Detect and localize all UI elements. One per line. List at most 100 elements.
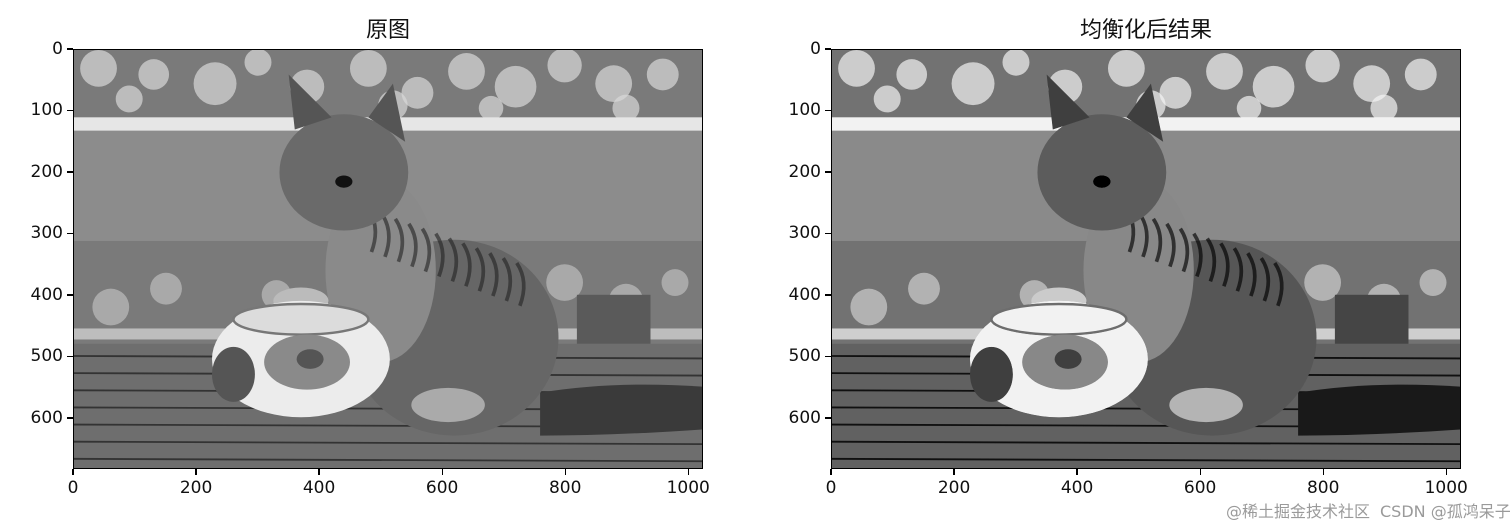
bokeh-highlight <box>349 50 387 87</box>
y-tick-mark <box>825 48 831 50</box>
bokeh-highlight <box>115 85 143 113</box>
panel-title: 原图 <box>365 18 411 43</box>
y-tick-label: 400 <box>30 284 63 305</box>
x-tick-label: 600 <box>1183 478 1217 498</box>
pot-leaf <box>969 346 1013 402</box>
bokeh-highlight <box>92 288 130 326</box>
x-tick-label: 0 <box>67 478 79 498</box>
pot-flower-center <box>296 349 324 369</box>
kitten-image <box>74 50 702 468</box>
bokeh-highlight <box>1353 65 1391 103</box>
bokeh-highlight <box>1419 269 1447 297</box>
panel-title: 均衡化后结果 <box>1079 18 1213 43</box>
fur-stripe <box>1205 237 1217 282</box>
bokeh-highlight <box>138 59 170 90</box>
y-tick-mark <box>825 417 831 419</box>
y-tick-mark <box>825 109 831 112</box>
bokeh-highlight <box>612 94 640 122</box>
bokeh-highlight <box>1206 53 1243 90</box>
y-tick-label: 300 <box>788 223 821 244</box>
y-tick-label: 500 <box>30 346 63 367</box>
y-tick-mark <box>67 232 73 235</box>
fur-stripe <box>1192 232 1203 278</box>
x-tick-label: 200 <box>937 478 971 498</box>
y-tick-mark <box>67 48 73 50</box>
y-tick-label: 200 <box>788 161 821 182</box>
x-tick-mark <box>953 469 955 475</box>
bokeh-highlight <box>478 95 504 121</box>
bokeh-highlight <box>1236 95 1262 121</box>
table-plank-line <box>74 457 702 463</box>
watermark-juejin: @稀土掘金技术社区 <box>1226 502 1371 521</box>
pot-rim <box>232 302 370 336</box>
bokeh-highlight <box>546 264 584 301</box>
kitten-head <box>279 114 409 231</box>
bokeh-highlight <box>1305 50 1340 83</box>
y-tick-mark <box>825 171 831 173</box>
bokeh-highlight <box>850 288 888 326</box>
fur-stripe <box>1151 217 1163 263</box>
x-tick-mark <box>1076 469 1078 475</box>
x-tick-label: 1000 <box>1424 478 1468 498</box>
fur-stripe <box>420 227 432 273</box>
y-tick-label: 200 <box>30 161 63 182</box>
bokeh-highlight <box>401 76 434 109</box>
table-plank-line <box>832 457 1460 463</box>
x-tick-label: 400 <box>302 478 336 498</box>
fur-stripe <box>501 257 513 302</box>
watermark-csdn: CSDN @孤鸿呆子 <box>1380 502 1511 521</box>
x-tick-mark <box>830 469 832 475</box>
tail <box>1298 384 1460 436</box>
table-plank-line <box>74 440 702 446</box>
y-tick-mark <box>825 294 831 296</box>
bokeh-highlight <box>661 269 689 297</box>
fur-stripe <box>393 217 405 263</box>
pot-leaf <box>211 346 255 402</box>
image-axes <box>73 49 703 469</box>
y-tick-mark <box>67 294 73 296</box>
fur-stripe <box>488 252 499 297</box>
fur-stripe <box>434 232 445 278</box>
bokeh-highlight <box>595 65 633 103</box>
fur-stripe <box>447 237 459 282</box>
bokeh-highlight <box>193 62 237 106</box>
x-tick-label: 400 <box>1060 478 1094 498</box>
y-tick-label: 500 <box>788 346 821 367</box>
bokeh-highlight <box>1304 264 1342 301</box>
bokeh-highlight <box>1002 50 1030 76</box>
x-tick-mark <box>441 469 443 475</box>
x-tick-mark <box>1322 469 1324 475</box>
bokeh-highlight <box>150 272 182 305</box>
y-tick-mark <box>67 171 73 173</box>
y-tick-label: 400 <box>788 284 821 305</box>
image-axes <box>831 49 1461 469</box>
fur-stripe <box>407 222 418 268</box>
kitten-eye <box>335 175 353 188</box>
bokeh-highlight <box>896 59 928 90</box>
bokeh-highlight <box>448 53 485 90</box>
bokeh-highlight <box>838 50 875 87</box>
kitten-ear-right <box>1126 83 1164 142</box>
bokeh-highlight <box>646 58 679 91</box>
box <box>576 294 651 344</box>
x-tick-label: 200 <box>179 478 213 498</box>
pot-rim <box>990 302 1128 336</box>
bokeh-highlight <box>1370 94 1398 122</box>
fur-stripe <box>1259 257 1271 302</box>
bokeh-highlight <box>547 50 582 83</box>
kitten-ear-left <box>1046 74 1090 130</box>
x-tick-label: 800 <box>548 478 582 498</box>
kitten-image <box>832 50 1460 468</box>
y-tick-label: 300 <box>30 223 63 244</box>
x-tick-mark <box>318 469 320 475</box>
x-tick-label: 0 <box>825 478 837 498</box>
x-tick-mark <box>195 469 197 475</box>
y-tick-label: 100 <box>788 100 821 121</box>
bokeh-highlight <box>1252 65 1295 108</box>
y-tick-mark <box>67 355 73 358</box>
y-tick-label: 0 <box>52 39 63 59</box>
kitten-back-paw <box>411 387 485 423</box>
y-tick-mark <box>67 109 73 112</box>
bokeh-highlight <box>873 85 901 113</box>
x-tick-mark <box>564 469 566 475</box>
